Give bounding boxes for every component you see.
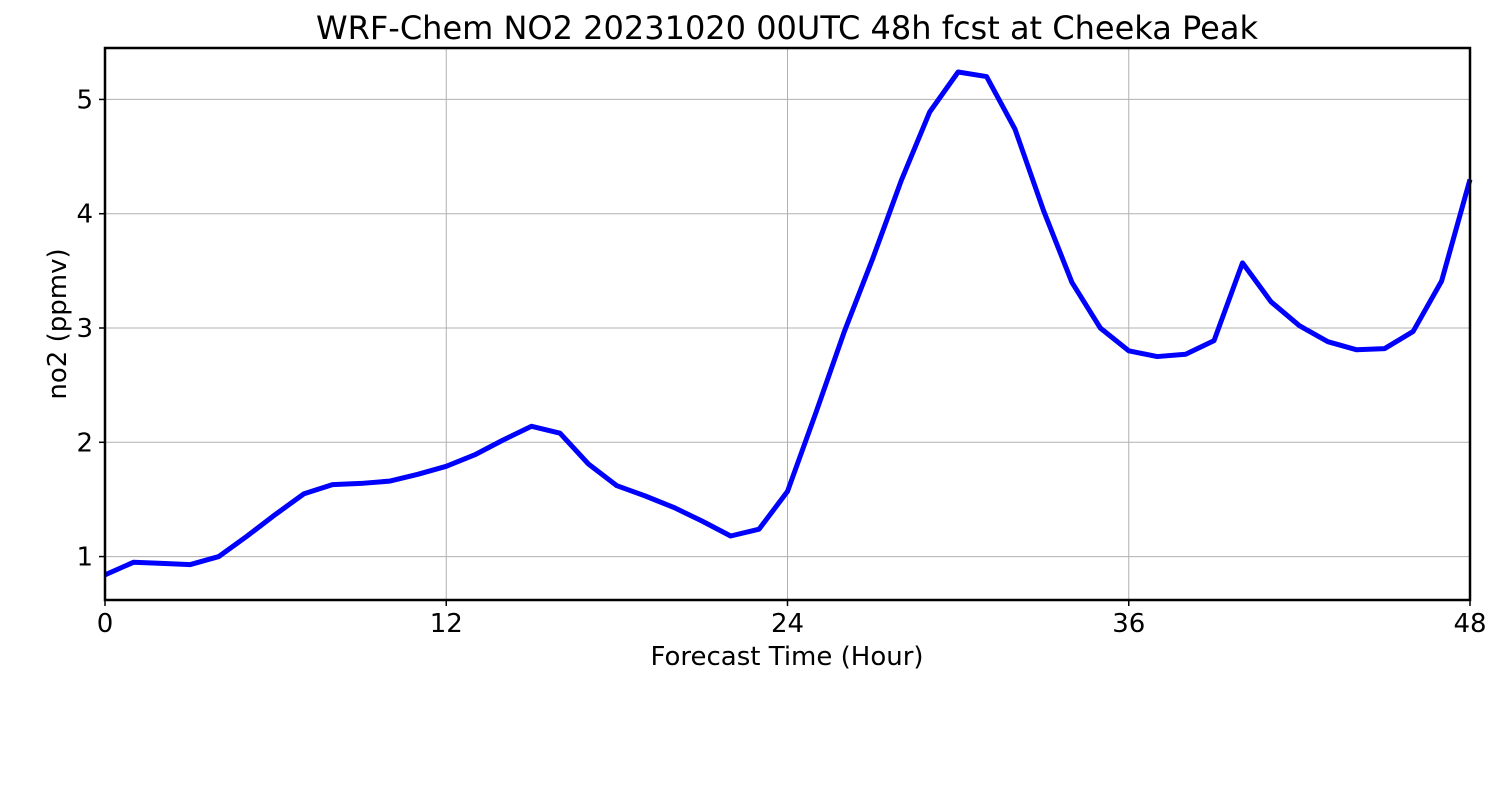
series-layer [103,69,1473,578]
x-tick-label: 0 [97,609,114,639]
x-axis-label: Forecast Time (Hour) [650,642,923,672]
y-tick-label: 4 [76,200,93,230]
chart-title: WRF-Chem NO2 20231020 00UTC 48h fcst at … [316,9,1258,47]
y-tick-label: 3 [76,314,93,344]
y-tick-label: 1 [76,543,93,573]
x-tick-label: 24 [771,609,804,639]
series-line-0 [103,69,1473,578]
x-tick-label: 12 [430,609,463,639]
x-tick-label: 36 [1112,609,1145,639]
x-tick-label: 48 [1453,609,1486,639]
y-axis-label: no2 (ppmv) [43,248,73,399]
grid-layer [104,48,1471,600]
y-tick-label: 2 [76,428,93,458]
y-tick-label: 5 [76,85,93,115]
